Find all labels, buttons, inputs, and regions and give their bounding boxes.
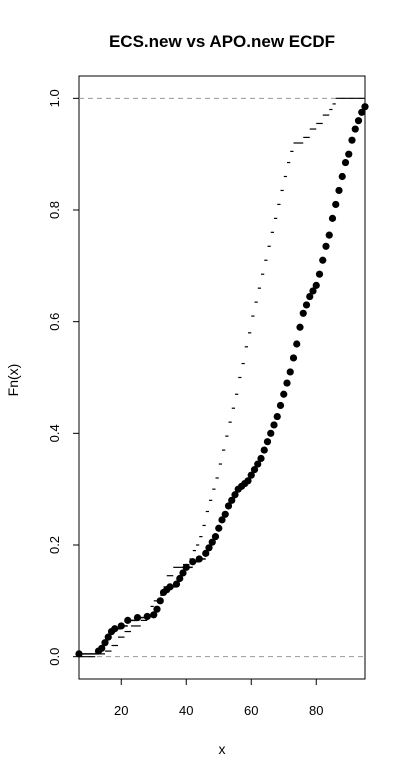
data-point [260, 446, 268, 454]
x-tick-label: 80 [309, 703, 323, 718]
data-point [153, 605, 161, 613]
data-point [335, 186, 343, 195]
data-point [280, 390, 288, 398]
data-point [315, 270, 324, 278]
data-point [98, 644, 106, 652]
data-point [208, 538, 216, 546]
data-point [257, 454, 265, 463]
data-point [150, 611, 158, 619]
data-point [224, 502, 233, 510]
data-point [276, 401, 285, 410]
reference-lines [79, 97, 365, 658]
data-point [338, 172, 346, 181]
y-tick-label: 0.2 [47, 536, 62, 554]
data-point [166, 583, 174, 591]
data-point [133, 613, 142, 622]
data-point [228, 496, 236, 504]
data-point [306, 292, 314, 301]
data-point [286, 368, 294, 376]
chart-title: ECS.new vs APO.new ECDF [109, 32, 335, 51]
series-2 [79, 97, 365, 658]
data-point [358, 108, 366, 116]
data-point [273, 412, 281, 421]
data-point [195, 555, 203, 563]
y-axis: 0.0 0.2 0.4 0.6 0.8 1.0 [47, 89, 79, 666]
data-point [244, 477, 252, 485]
series-1 [75, 103, 369, 658]
y-tick-label: 0.0 [47, 648, 62, 666]
data-point [283, 379, 291, 387]
data-point [299, 309, 307, 317]
data-point [182, 563, 190, 571]
data-point [215, 524, 223, 532]
data-point [351, 125, 359, 133]
data-point [189, 558, 197, 566]
data-point [176, 574, 184, 583]
data-point [250, 466, 259, 474]
x-axis-label: x [219, 741, 226, 757]
y-axis-label: Fn(x) [5, 364, 21, 397]
data-point [289, 354, 298, 362]
data-point [267, 429, 275, 437]
data-point [218, 516, 226, 524]
data-point [75, 650, 83, 658]
data-point [296, 323, 304, 331]
data-point [293, 340, 301, 348]
data-point [101, 639, 109, 647]
data-point [312, 281, 320, 289]
data-point [143, 612, 151, 621]
data-point [302, 301, 311, 309]
data-point [117, 622, 125, 630]
data-point [325, 231, 333, 239]
data-point [341, 158, 350, 167]
x-axis: 20 40 60 80 [114, 679, 323, 718]
data-point [124, 616, 132, 624]
data-point [247, 471, 255, 479]
x-tick-label: 40 [179, 703, 193, 718]
y-tick-label: 0.6 [47, 313, 62, 331]
y-tick-label: 0.4 [47, 424, 62, 442]
data-point [231, 491, 239, 499]
data-point [254, 460, 262, 468]
data-point [270, 421, 278, 429]
data-point [179, 569, 187, 577]
x-tick-label: 60 [244, 703, 258, 718]
data-point [332, 200, 340, 209]
data-point [104, 633, 112, 641]
x-tick-label: 20 [114, 703, 128, 718]
data-point [111, 625, 119, 633]
plot-area-frame [78, 75, 366, 680]
data-point [172, 580, 181, 588]
data-point [361, 103, 369, 111]
data-point [202, 549, 210, 557]
data-point [319, 256, 327, 264]
data-point [348, 136, 356, 144]
data-point [322, 242, 330, 250]
data-point [354, 117, 363, 125]
y-tick-label: 1.0 [47, 89, 62, 107]
data-point [211, 533, 220, 541]
data-point [345, 150, 353, 158]
data-point [328, 214, 337, 222]
data-point [309, 287, 317, 295]
data-point [221, 510, 229, 518]
data-point [263, 438, 272, 446]
y-tick-label: 0.8 [47, 201, 62, 219]
data-point [205, 544, 213, 552]
series-layer [75, 97, 369, 658]
